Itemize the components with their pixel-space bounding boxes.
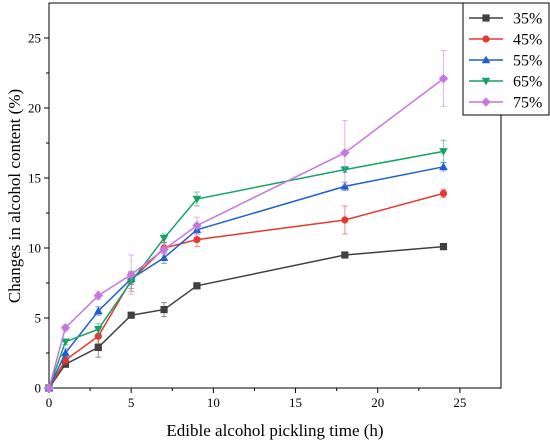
data-point [193,282,201,290]
x-axis-title: Edible alcohol pickling time (h) [166,421,383,440]
series-3 [44,139,448,393]
legend-item: 45% [469,32,542,49]
y-tick-label: 5 [35,311,42,326]
series-line [48,245,444,389]
legend-marker [481,55,491,64]
series-2 [44,162,448,392]
legend-marker [481,97,491,107]
data-point [44,383,54,393]
data-point [93,306,103,315]
legend-marker [482,14,490,22]
y-tick-label: 25 [28,31,41,46]
data-point [93,325,103,334]
x-tick-label: 10 [207,395,220,410]
legend-marker [482,35,490,43]
axes: 0 5 10 15 20 25 0 5 10 15 20 25 [28,31,466,411]
legend-marker [481,77,491,86]
data-point [439,243,448,251]
x-tick-label: 0 [46,395,53,410]
data-point [439,189,448,197]
data-point [93,290,103,301]
x-tick-label: 25 [453,395,466,410]
series-4 [44,50,449,393]
data-point [341,251,349,259]
data-point [340,148,350,158]
x-tick-label: 5 [128,395,135,410]
y-tick-label: 20 [28,101,41,116]
data-point [193,236,201,244]
data-point [159,253,169,262]
data-point [60,323,71,333]
y-tick-label: 15 [28,171,41,186]
legend-item: 75% [469,95,542,112]
data-point [160,306,168,314]
data-point [159,244,169,255]
data-point [438,73,449,84]
data-point [61,338,70,347]
legend-box [462,2,550,116]
data-point [126,269,136,280]
data-point [341,216,349,224]
series-line [48,166,444,389]
series-group [44,50,449,393]
data-point [192,220,202,231]
legend-label: 75% [513,95,542,112]
data-point [159,234,169,243]
data-point [61,348,70,357]
data-point [94,343,102,351]
series-line [48,150,444,389]
legend-item: 55% [469,53,542,70]
legend-label: 65% [513,74,542,91]
x-tick-label: 15 [289,395,302,410]
y-tick-label: 10 [28,241,41,256]
data-point [127,311,135,319]
y-tick-label: 0 [35,381,42,396]
y-axis-title: Changes in alcohol content (%) [5,89,24,303]
data-point [439,162,448,171]
data-point [340,182,350,190]
legend-item: 65% [469,74,542,91]
series-line [48,78,444,389]
series-line [48,192,444,389]
x-tick-label: 20 [371,395,384,410]
legend-item: 35% [469,11,542,28]
legend-label: 35% [513,11,542,28]
legend-label: 45% [513,32,542,49]
legend-label: 55% [513,53,542,70]
plot-frame [48,2,502,389]
legend: 35% 45% 55% 65% 75% [462,2,550,116]
data-point [192,195,202,204]
data-point [439,148,448,156]
